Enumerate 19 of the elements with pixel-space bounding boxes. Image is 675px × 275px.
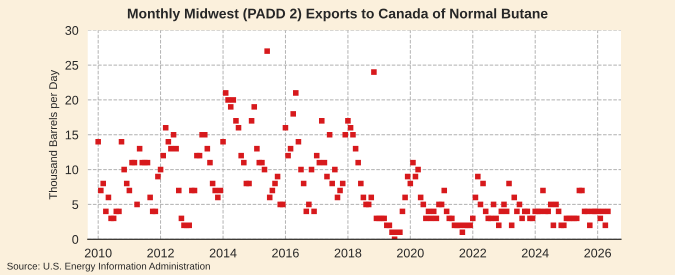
y-tick-label: 20 — [65, 96, 78, 105]
source-note: Source: U.S. Energy Information Administration — [7, 262, 210, 272]
y-tick-label: 15 — [66, 130, 78, 140]
x-tick-label: 2012 — [147, 248, 174, 258]
x-tick-label: 2010 — [84, 248, 112, 258]
x-tick-label: 2022 — [460, 248, 486, 258]
x-tick-label: 2018 — [334, 248, 362, 258]
y-tick-label: 5 — [72, 200, 78, 210]
y-axis-title: Thousand Barrels per Day — [48, 70, 60, 200]
x-tick-label: 2014 — [210, 248, 237, 258]
x-tick-label: 2026 — [584, 248, 612, 258]
x-tick-label: 2024 — [522, 248, 549, 258]
chart-title: Monthly Midwest (PADD 2) Exports to Canada of Normal Butane — [128, 8, 548, 22]
y-tick-label: 30 — [65, 26, 78, 35]
x-tick-label: 2016 — [272, 248, 299, 258]
y-tick-label: 10 — [66, 165, 78, 174]
x-tick-label: 2020 — [397, 248, 424, 258]
y-tick-label: 0 — [72, 235, 78, 244]
y-tick-label: 25 — [65, 60, 78, 70]
